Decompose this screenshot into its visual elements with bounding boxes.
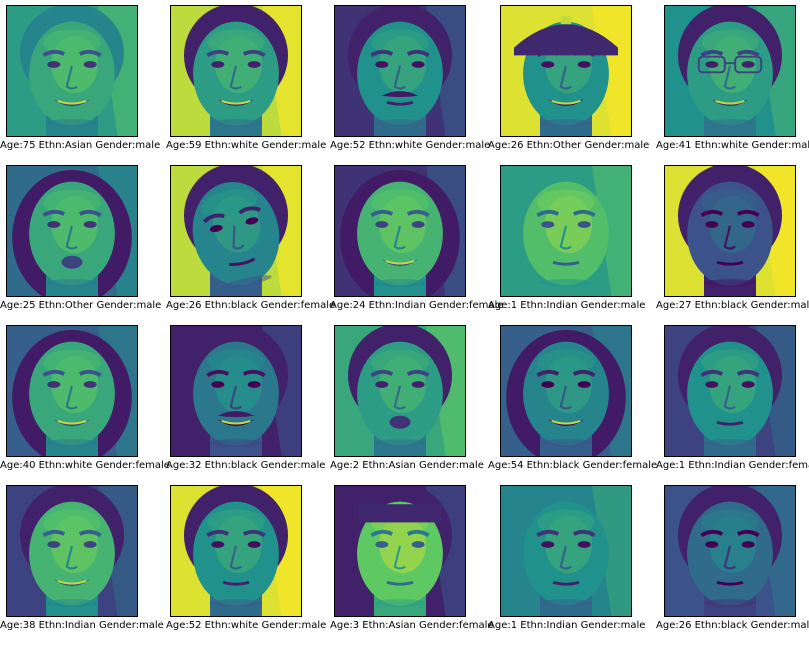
face-tile: Age:25 Ethn:Other Gender:male (0, 165, 170, 325)
face-tile: Age:38 Ethn:Indian Gender:male (0, 485, 170, 645)
face-portrait (335, 486, 465, 616)
face-caption: Age:1 Ethn:Indian Gender:female (656, 460, 809, 471)
face-image (334, 5, 466, 137)
face-image (6, 485, 138, 617)
face-tile: Age:1 Ethn:Indian Gender:male (488, 485, 664, 645)
face-image (334, 325, 466, 457)
face-image (6, 5, 138, 137)
face-portrait (171, 166, 301, 296)
face-caption: Age:52 Ethn:white Gender:male (330, 140, 491, 151)
face-portrait (501, 326, 631, 456)
face-portrait (501, 486, 631, 616)
face-image (6, 325, 138, 457)
face-portrait (335, 166, 465, 296)
face-tile: Age:59 Ethn:white Gender:male (166, 5, 334, 165)
face-caption: Age:26 Ethn:black Gender:male (656, 620, 809, 631)
face-tile: Age:27 Ethn:black Gender:male (656, 165, 809, 325)
face-caption: Age:26 Ethn:Other Gender:male (488, 140, 650, 151)
face-tile: Age:3 Ethn:Asian Gender:female (330, 485, 498, 645)
face-image (664, 485, 796, 617)
face-caption: Age:24 Ethn:Indian Gender:female (330, 300, 504, 311)
face-image (500, 165, 632, 297)
face-portrait (7, 6, 137, 136)
face-tile: Age:40 Ethn:white Gender:female (0, 325, 170, 485)
face-tile: Age:1 Ethn:Indian Gender:female (656, 325, 809, 485)
face-portrait (665, 166, 795, 296)
face-portrait (171, 6, 301, 136)
face-tile: Age:52 Ethn:white Gender:male (330, 5, 498, 165)
face-image (500, 325, 632, 457)
face-caption: Age:26 Ethn:black Gender:female (166, 300, 336, 311)
face-tile: Age:52 Ethn:white Gender:male (166, 485, 334, 645)
face-portrait (665, 6, 795, 136)
face-portrait (335, 6, 465, 136)
face-image (500, 5, 632, 137)
face-tile: Age:75 Ethn:Asian Gender:male (0, 5, 170, 165)
face-caption: Age:27 Ethn:black Gender:male (656, 300, 809, 311)
face-caption: Age:54 Ethn:black Gender:female (488, 460, 658, 471)
face-portrait (501, 166, 631, 296)
face-portrait (665, 486, 795, 616)
face-image (170, 165, 302, 297)
face-portrait (7, 166, 137, 296)
face-caption: Age:52 Ethn:white Gender:male (166, 620, 327, 631)
face-caption: Age:32 Ethn:black Gender:male (166, 460, 326, 471)
face-tile: Age:41 Ethn:white Gender:male (656, 5, 809, 165)
face-portrait (335, 326, 465, 456)
face-tile: Age:2 Ethn:Asian Gender:male (330, 325, 498, 485)
face-image (170, 325, 302, 457)
face-portrait (171, 486, 301, 616)
face-caption: Age:2 Ethn:Asian Gender:male (330, 460, 484, 471)
face-image (334, 485, 466, 617)
face-tile: Age:26 Ethn:black Gender:male (656, 485, 809, 645)
face-portrait (7, 326, 137, 456)
face-caption: Age:1 Ethn:Indian Gender:male (488, 300, 646, 311)
face-portrait (665, 326, 795, 456)
face-caption: Age:1 Ethn:Indian Gender:male (488, 620, 646, 631)
face-caption: Age:59 Ethn:white Gender:male (166, 140, 327, 151)
face-image (664, 5, 796, 137)
face-image (334, 165, 466, 297)
face-image (170, 485, 302, 617)
face-image (500, 485, 632, 617)
face-caption: Age:40 Ethn:white Gender:female (0, 460, 170, 471)
face-caption: Age:3 Ethn:Asian Gender:female (330, 620, 494, 631)
face-tile: Age:26 Ethn:black Gender:female (166, 165, 335, 325)
face-tile: Age:54 Ethn:black Gender:female (488, 325, 664, 485)
face-image (6, 165, 138, 297)
face-caption: Age:75 Ethn:Asian Gender:male (0, 140, 161, 151)
face-caption: Age:41 Ethn:white Gender:male (656, 140, 809, 151)
face-image (664, 325, 796, 457)
face-tile: Age:32 Ethn:black Gender:male (166, 325, 334, 485)
face-tile: Age:24 Ethn:Indian Gender:female (330, 165, 503, 325)
face-portrait (501, 6, 631, 136)
face-image (664, 165, 796, 297)
face-tile: Age:26 Ethn:Other Gender:male (488, 5, 664, 165)
face-image (170, 5, 302, 137)
face-portrait (7, 486, 137, 616)
face-caption: Age:38 Ethn:Indian Gender:male (0, 620, 164, 631)
face-portrait (171, 326, 301, 456)
face-caption: Age:25 Ethn:Other Gender:male (0, 300, 162, 311)
face-tile: Age:1 Ethn:Indian Gender:male (488, 165, 664, 325)
